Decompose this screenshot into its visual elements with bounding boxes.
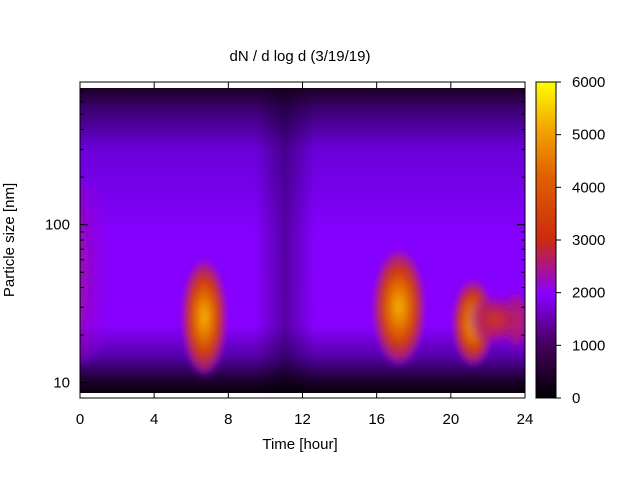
colorbar-tick-label: 5000 — [572, 127, 605, 144]
x-tick-label: 20 — [442, 411, 459, 428]
y-tick-label: 100 — [45, 217, 70, 234]
heatmap-blob — [180, 255, 229, 380]
heatmap-area — [80, 88, 525, 393]
heatmap-blob — [465, 291, 525, 348]
colorbar-tick-label: 3000 — [572, 232, 605, 249]
colorbar-tick-label: 6000 — [572, 74, 605, 91]
y-tick-label: 10 — [53, 375, 70, 392]
heatmap-blob — [80, 182, 120, 363]
heatmap-dark-band — [255, 88, 315, 393]
colorbar — [535, 81, 557, 399]
chart-title: dN / d log d (3/19/19) — [230, 48, 371, 65]
x-tick-label: 8 — [224, 411, 232, 428]
x-tick-label: 12 — [294, 411, 311, 428]
x-tick-label: 16 — [368, 411, 385, 428]
colorbar-tick-label: 1000 — [572, 337, 605, 354]
x-axis-label: Time [hour] — [262, 436, 337, 453]
colorbar-tick-label: 4000 — [572, 179, 605, 196]
colorbar-tick-label: 2000 — [572, 285, 605, 302]
y-axis-label: Particle size [nm] — [1, 183, 18, 297]
heatmap-blob — [370, 245, 427, 370]
x-tick-label: 4 — [150, 411, 158, 428]
colorbar-tick-label: 0 — [572, 390, 580, 407]
x-tick-label: 0 — [76, 411, 84, 428]
x-tick-label: 24 — [517, 411, 534, 428]
